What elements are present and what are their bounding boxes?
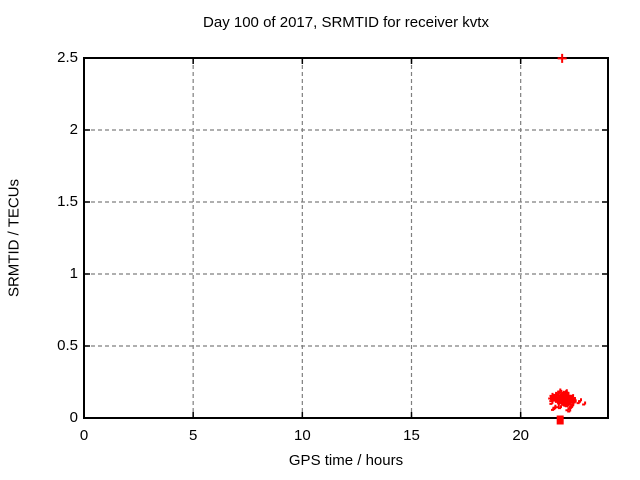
data-point-plus: [552, 394, 556, 399]
y-tick-label: 0: [69, 409, 78, 426]
chart-title: Day 100 of 2017, SRMTID for receiver kvt…: [203, 14, 489, 31]
data-point-plus: [560, 398, 564, 403]
plot-border: [83, 57, 609, 419]
data-point-plus: [558, 395, 563, 400]
y-tick-label: 1.5: [57, 193, 78, 210]
y-tick-label: 2: [69, 121, 78, 138]
data-point-square: [556, 415, 564, 425]
data-point-plus: [551, 397, 556, 402]
y-tick-label: 0.5: [57, 337, 78, 354]
data-point-plus: [563, 390, 568, 395]
data-point-plus: [568, 397, 573, 402]
x-tick-label: 5: [188, 427, 198, 444]
x-tick-label: 10: [293, 427, 311, 444]
data-point-plus: [555, 404, 560, 409]
data-point-plus: [557, 388, 562, 393]
data-point-plus: [578, 398, 582, 403]
data-point-plus: [565, 407, 570, 412]
data-point-plus: [568, 404, 573, 409]
y-tick-label: 2.5: [57, 49, 78, 66]
x-tick-label: 15: [403, 427, 420, 444]
data-point-plus: [582, 401, 587, 406]
x-axis-label: GPS time / hours: [288, 452, 404, 469]
data-point-plus: [563, 402, 567, 407]
data-point-plus: [552, 406, 557, 411]
x-tick-label: 20: [512, 427, 529, 444]
y-tick-label: 1: [69, 265, 78, 282]
x-tick-label: 0: [79, 427, 89, 444]
data-point-plus: [558, 389, 563, 394]
data-point-plus: [564, 394, 569, 399]
data-point-plus: [567, 408, 572, 413]
data-point-plus: [557, 53, 567, 63]
